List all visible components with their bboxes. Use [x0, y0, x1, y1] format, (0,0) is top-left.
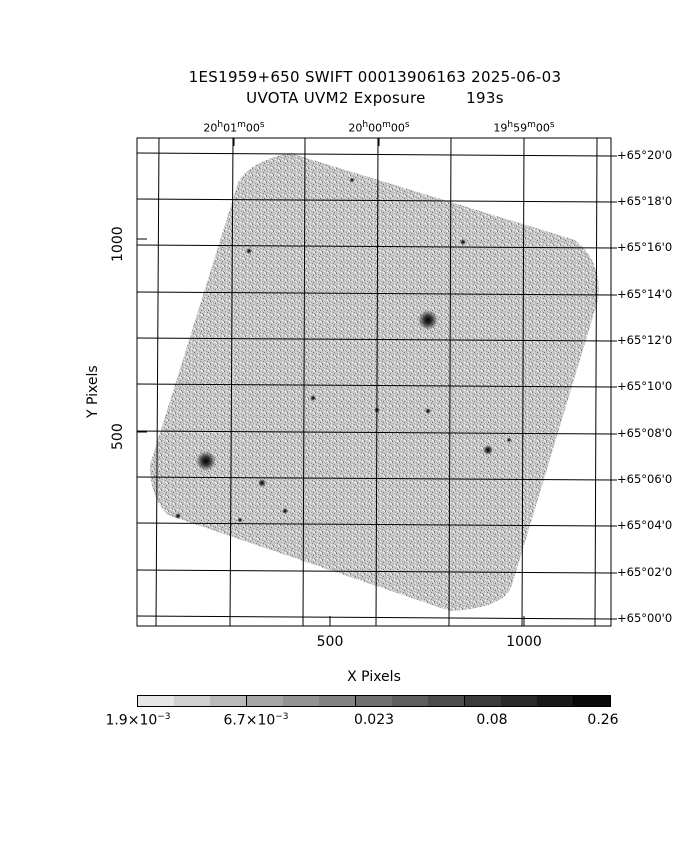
colorbar-swatch — [392, 696, 428, 706]
colorbar-swatch — [355, 696, 392, 706]
exposure-subtitle: UVOTA UVM2 Exposure 193s — [246, 89, 504, 107]
dec-label: +65°10'0 — [617, 379, 673, 393]
source-12 — [506, 437, 512, 443]
axis-ticks — [137, 138, 617, 626]
colorbar-label: 1.9×10−3 — [105, 712, 171, 729]
source-9 — [246, 248, 252, 254]
colorbar-swatch — [283, 696, 319, 706]
colorbar-label: 0.08 — [476, 712, 508, 728]
y-axis-label: Y Pixels — [85, 365, 101, 418]
dec-label: +65°02'0 — [617, 565, 673, 579]
colorbar-swatch — [138, 696, 174, 706]
colorbar — [137, 695, 611, 707]
colorbar-swatch — [537, 696, 573, 706]
source-3 — [258, 479, 266, 487]
colorbar-label: 6.7×10−3 — [223, 712, 289, 729]
plot-frame — [136, 137, 612, 627]
source-bright-2 — [196, 451, 216, 471]
ra-label-2: 20h00m00s — [348, 120, 410, 135]
ra-grid — [155, 137, 598, 627]
dec-label: +65°18'0 — [617, 194, 673, 208]
dec-label: +65°14'0 — [617, 287, 673, 301]
colorbar-swatch — [174, 696, 210, 706]
ra-label-3: 19h59m00s — [493, 120, 555, 135]
dec-label: +65°12'0 — [617, 333, 673, 347]
colorbar-label: 0.023 — [353, 712, 395, 728]
dec-label: +65°08'0 — [617, 426, 673, 440]
dec-label: +65°04'0 — [617, 518, 673, 532]
y-tick-1000: 1000 — [110, 226, 126, 262]
x-tick-1000: 1000 — [506, 634, 542, 650]
source-11 — [349, 177, 355, 183]
x-axis-label: X Pixels — [347, 669, 401, 685]
dec-label: +65°00'0 — [617, 611, 673, 625]
dec-label: +65°06'0 — [617, 472, 673, 486]
exposure-region — [150, 153, 599, 611]
source-14 — [282, 508, 288, 514]
colorbar-label: 0.26 — [587, 712, 619, 728]
colorbar-swatch — [573, 696, 610, 706]
colorbar-swatch — [501, 696, 537, 706]
source-8 — [175, 513, 181, 519]
source-5 — [425, 408, 431, 414]
colorbar-swatch — [210, 696, 246, 706]
y-tick-500: 500 — [110, 423, 126, 450]
colorbar-swatch — [428, 696, 464, 706]
source-bright-1 — [418, 310, 438, 330]
x-tick-500: 500 — [316, 634, 344, 650]
colorbar-swatch — [246, 696, 283, 706]
ra-label-1: 20h01m00s — [203, 120, 265, 135]
colorbar-swatch — [464, 696, 501, 706]
source-10 — [460, 239, 466, 245]
source-13 — [237, 517, 243, 523]
source-4 — [483, 445, 493, 455]
image-title: 1ES1959+650 SWIFT 00013906163 2025-06-03 — [188, 68, 562, 86]
dec-grid — [136, 152, 612, 620]
colorbar-swatch — [319, 696, 355, 706]
source-7 — [310, 395, 316, 401]
dec-label: +65°16'0 — [617, 240, 673, 254]
dec-label: +65°20'0 — [617, 148, 673, 162]
